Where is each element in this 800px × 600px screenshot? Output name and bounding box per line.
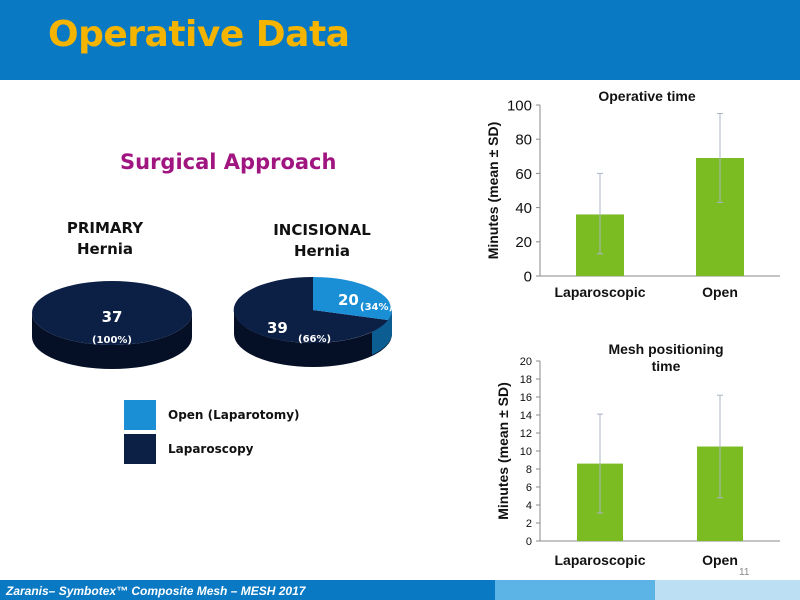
operative-time-ytick-label: 100 — [507, 97, 532, 114]
operative-time-ytick-label: 40 — [515, 200, 532, 217]
legend-item-open: Open (Laparotomy) — [124, 400, 300, 430]
primary-pie-percent: (100%) — [92, 335, 132, 346]
footer-bar-end — [655, 580, 800, 600]
operative-time-category-label: Open — [702, 284, 738, 300]
legend-item-laparoscopy: Laparoscopy — [124, 434, 254, 464]
mesh-positioning-category-label: Laparoscopic — [554, 552, 645, 568]
incisional-lap-value: 39 — [267, 319, 288, 337]
incisional-pie-side — [234, 310, 392, 367]
legend-label-laparoscopy: Laparoscopy — [168, 442, 254, 456]
primary-pie-slice-laparoscopy — [32, 281, 192, 345]
mesh-positioning-title: time — [652, 358, 681, 374]
primary-pie-label: PRIMARY Hernia — [50, 218, 160, 260]
operative-time-ytick-label: 60 — [515, 166, 532, 183]
mesh-positioning-ytick-label: 6 — [526, 482, 532, 494]
incisional-pie-side-open — [372, 310, 392, 355]
primary-pie-side — [32, 313, 192, 369]
mesh-positioning-ytick-label: 8 — [526, 464, 532, 476]
operative-time-ytick-label: 80 — [515, 132, 532, 149]
header-bar — [0, 0, 800, 80]
footer-bar-mid — [495, 580, 655, 600]
legend-label-open: Open (Laparotomy) — [168, 408, 300, 422]
primary-label-line1: PRIMARY — [66, 219, 144, 237]
mesh-positioning-ytick-label: 14 — [520, 410, 532, 422]
operative-time-chart: 0 20 40 60 80 100 Laparoscopic Open Operative ti… — [485, 88, 780, 300]
mesh-positioning-ytick-label: 2 — [526, 518, 532, 530]
incisional-label-line2: Hernia — [293, 242, 351, 260]
primary-pie-value: 37 — [102, 308, 123, 326]
legend-swatch-open — [124, 400, 156, 430]
mesh-positioning-ytick-label: 20 — [520, 356, 532, 368]
mesh-positioning-ytick-label: 16 — [520, 392, 532, 404]
operative-time-title: Operative time — [598, 88, 695, 104]
surgical-approach-title: Surgical Approach — [120, 150, 337, 174]
incisional-pie-label: INCISIONAL Hernia — [262, 220, 382, 262]
mesh-positioning-category-label: Open — [702, 552, 738, 568]
slide-title: Operative Data — [48, 14, 350, 55]
operative-time-ytick-label: 0 — [524, 268, 532, 285]
incisional-lap-percent: (66%) — [298, 334, 331, 345]
primary-pie: 37 (100%) — [32, 281, 192, 369]
footer-text: Zaranis– Symbotex™ Composite Mesh – MESH… — [6, 584, 306, 598]
mesh-positioning-ytick-label: 0 — [526, 536, 532, 548]
footer-bar-main — [0, 580, 495, 600]
operative-time-ylabel: Minutes (mean ± SD) — [485, 122, 501, 260]
mesh-positioning-ytick-label: 12 — [520, 428, 532, 440]
incisional-open-value: 20 — [338, 291, 359, 309]
incisional-open-percent: (34%) — [360, 302, 393, 313]
operative-time-ytick-label: 20 — [515, 234, 532, 251]
mesh-positioning-ytick-label: 18 — [520, 374, 532, 386]
incisional-pie-slice-laparoscopy — [233, 276, 388, 343]
operative-time-category-label: Laparoscopic — [554, 284, 645, 300]
mesh-positioning-ylabel: Minutes (mean ± SD) — [495, 382, 511, 520]
mesh-positioning-ytick-label: 10 — [520, 446, 532, 458]
primary-label-line2: Hernia — [76, 240, 134, 258]
incisional-pie: 20 (34%) 39 (66%) — [233, 276, 393, 367]
mesh-positioning-title: Mesh positioning — [608, 341, 723, 357]
incisional-pie-slice-open — [313, 277, 392, 320]
page-number: 11 — [739, 567, 750, 578]
legend-swatch-laparoscopy — [124, 434, 156, 464]
mesh-positioning-ytick-label: 4 — [526, 500, 532, 512]
mesh-positioning-chart: 0 2 4 6 8 10 12 14 16 18 20 Laparoscopic Open Mesh po… — [495, 341, 780, 568]
incisional-label-line1: INCISIONAL — [273, 221, 371, 239]
